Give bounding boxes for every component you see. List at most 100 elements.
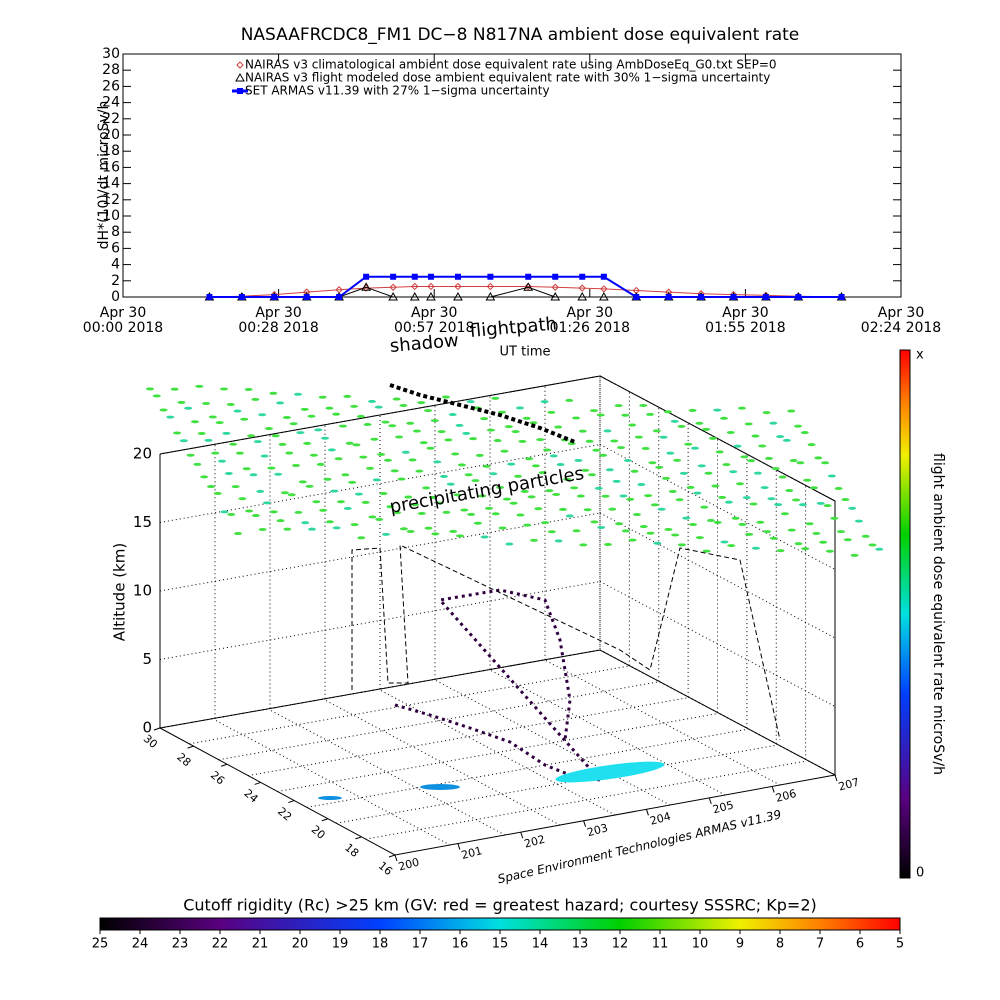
particle	[514, 474, 523, 478]
particle	[843, 538, 852, 542]
particle	[637, 483, 646, 487]
marker	[698, 294, 705, 300]
particle	[482, 464, 491, 468]
colorbar-tick-label: 10	[692, 937, 709, 952]
colorbar-tick-label: 24	[132, 937, 149, 952]
particle	[745, 532, 754, 536]
particle	[406, 529, 415, 533]
particle	[554, 425, 563, 429]
particle	[558, 507, 567, 511]
y-tick	[153, 727, 161, 731]
particle	[771, 467, 780, 471]
particle	[589, 409, 598, 413]
z-tick-label: 15	[133, 513, 152, 531]
z-tick-label: 20	[133, 445, 152, 463]
colorbar-tick-label: 13	[572, 937, 589, 952]
particle	[399, 527, 408, 531]
particle	[722, 463, 731, 467]
particle	[554, 539, 563, 543]
marker	[389, 283, 397, 291]
x-tick-label: Apr 30 00:57 2018	[393, 305, 475, 336]
particle	[350, 523, 359, 527]
marker	[411, 273, 418, 280]
particle	[234, 532, 242, 536]
particle	[522, 416, 531, 420]
particle	[623, 458, 632, 462]
particle	[738, 522, 747, 526]
y-tick	[321, 818, 329, 822]
y-tick-label: 0	[111, 289, 120, 305]
x-tick	[394, 854, 398, 862]
particle	[650, 503, 659, 507]
particle	[875, 547, 884, 551]
particle	[578, 429, 587, 433]
particle	[661, 476, 670, 480]
particle	[411, 503, 419, 507]
colorbar-tick-label: 12	[612, 937, 629, 952]
particle	[796, 461, 805, 465]
particle	[258, 413, 267, 417]
particle	[726, 430, 735, 434]
particle	[677, 543, 686, 547]
particle	[794, 424, 803, 428]
z-grid	[599, 649, 836, 776]
particle	[576, 494, 585, 498]
particle	[800, 431, 809, 435]
particle	[751, 546, 760, 550]
particle	[430, 419, 439, 423]
particle	[695, 421, 704, 425]
particle	[753, 471, 762, 475]
particle	[765, 456, 773, 460]
marker	[485, 291, 496, 301]
particle	[670, 419, 679, 423]
particle	[359, 455, 368, 459]
particle	[767, 497, 776, 501]
particle	[464, 473, 473, 477]
marker	[363, 273, 370, 280]
particle	[350, 404, 359, 408]
legend-label: NAIRAS v3 climatological ambient dose eq…	[245, 58, 777, 72]
particle	[325, 406, 334, 410]
particle	[751, 434, 760, 438]
particle	[469, 437, 478, 441]
particle	[173, 431, 182, 435]
particle	[682, 516, 691, 520]
particle	[283, 527, 292, 531]
particle	[614, 404, 623, 408]
particle	[368, 515, 377, 519]
particle	[621, 529, 630, 533]
particle	[516, 513, 525, 517]
edge	[599, 375, 836, 502]
marker	[336, 294, 343, 300]
x-tick-label: Apr 30 01:26 2018	[549, 305, 631, 336]
particle	[729, 470, 738, 474]
marker	[303, 294, 310, 300]
marker	[409, 291, 420, 301]
particle	[641, 446, 650, 450]
particle	[390, 469, 399, 473]
particle	[749, 502, 758, 506]
particle	[639, 525, 648, 529]
particle	[345, 441, 354, 445]
particle	[565, 514, 574, 518]
particle	[473, 521, 482, 525]
y-tick-label: 24	[241, 787, 260, 806]
particle	[186, 453, 195, 457]
particle	[688, 408, 697, 412]
particle	[639, 403, 648, 407]
particle	[588, 473, 596, 477]
particle	[608, 507, 617, 511]
colorbar-max-label: x	[916, 348, 924, 363]
particle	[319, 508, 328, 512]
particle	[742, 496, 751, 500]
particle	[392, 397, 401, 401]
colorbar-tick-label: 14	[532, 937, 549, 952]
particle	[480, 417, 489, 421]
particle	[303, 441, 312, 445]
particle	[686, 485, 695, 489]
particle	[263, 501, 272, 505]
particle	[152, 394, 161, 398]
y-tick-label: 28	[102, 62, 120, 78]
particle	[274, 472, 283, 476]
